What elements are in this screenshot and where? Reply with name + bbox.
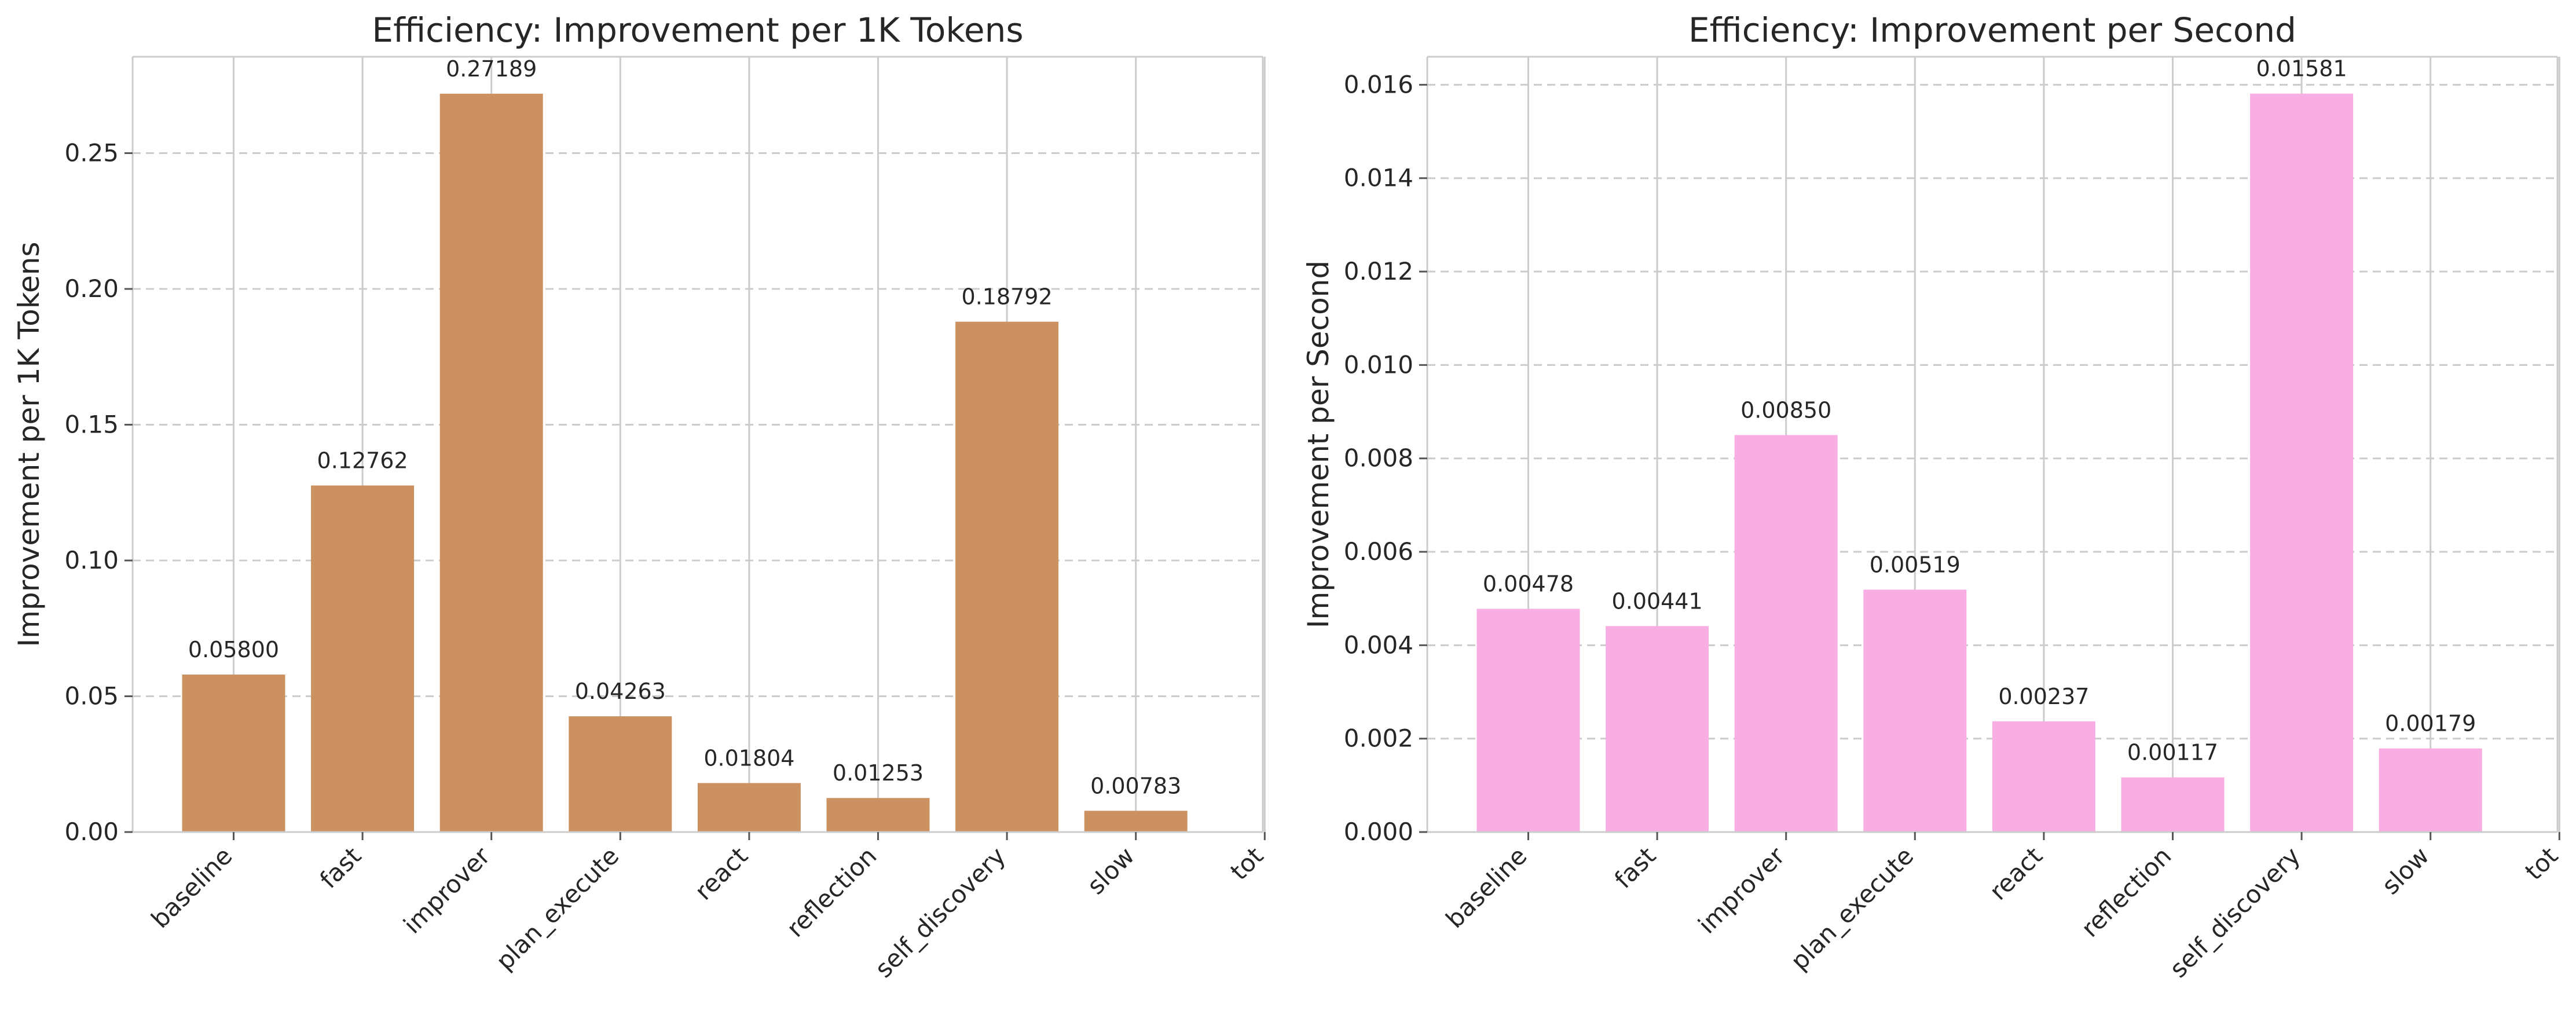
data-label-baseline: 0.00478 <box>1483 571 1574 596</box>
y-tick-label: 0.014 <box>1344 164 1413 192</box>
data-label-improver: 0.27189 <box>446 56 537 82</box>
data-label-baseline: 0.05800 <box>188 637 279 662</box>
x-tick-label-reflection: reflection <box>781 841 882 943</box>
x-tick-label-reflection: reflection <box>2076 841 2177 943</box>
data-label-reflection: 0.01253 <box>833 760 924 786</box>
x-tick-label-react: react <box>689 841 753 906</box>
y-tick-label: 0.002 <box>1344 724 1413 753</box>
y-tick-label: 0.000 <box>1344 818 1413 846</box>
x-tick-label-react: react <box>1984 841 2048 906</box>
x-tick-label-baseline: baseline <box>146 841 238 933</box>
chart-efficiency-per-1k-tokens: 0.05800 0.12762 0.27189 0.04263 0.01804 0.012… <box>12 10 1269 983</box>
data-label-plan_execute: 0.00519 <box>1870 552 1961 577</box>
y-tick-label: 0.05 <box>64 681 119 710</box>
y-axis-label: Improvement per 1K Tokens <box>12 242 46 647</box>
x-tick-label-improver: improver <box>398 841 496 939</box>
x-tick-label-fast: fast <box>1609 841 1661 893</box>
bar-plan_execute <box>569 716 672 832</box>
y-tick-label: 0.010 <box>1344 350 1413 379</box>
data-label-slow: 0.00783 <box>1090 773 1181 798</box>
y-tick-label: 0.012 <box>1344 257 1413 285</box>
bar-improver <box>439 93 543 832</box>
bar-reflection <box>826 798 930 832</box>
y-tick-label: 0.006 <box>1344 537 1413 566</box>
x-tick-label-slow: slow <box>2376 841 2435 900</box>
data-label-fast: 0.12762 <box>317 448 408 473</box>
bar-slow <box>2379 748 2482 832</box>
x-tick-label-improver: improver <box>1692 841 1790 939</box>
data-label-fast: 0.00441 <box>1612 588 1703 614</box>
x-tick-label-slow: slow <box>1082 841 1140 900</box>
data-label-slow: 0.00179 <box>2385 711 2476 736</box>
bar-improver <box>1734 435 1838 832</box>
y-axis-label: Improvement per Second <box>1302 261 1335 628</box>
bar-self_discovery <box>2250 93 2354 832</box>
x-tick-label-baseline: baseline <box>1441 841 1533 933</box>
bar-react <box>697 783 801 832</box>
y-tick-label: 0.016 <box>1344 70 1413 98</box>
x-tick-label-self_discovery: self_discovery <box>870 841 1012 983</box>
data-label-react: 0.01804 <box>703 745 794 771</box>
bar-self_discovery <box>955 321 1059 832</box>
y-tick-label: 0.15 <box>64 410 119 438</box>
bar-fast <box>311 485 415 832</box>
bar-slow <box>1084 811 1188 832</box>
x-tick-label-plan_execute: plan_execute <box>1785 841 1919 975</box>
chart-efficiency-per-second: 0.00478 0.00441 0.00850 0.00519 0.00237 0.001… <box>1302 10 2563 983</box>
data-label-plan_execute: 0.04263 <box>575 679 666 704</box>
bar-plan_execute <box>1863 589 1967 832</box>
x-tick-label-tot: tot <box>1225 841 1269 885</box>
bar-baseline <box>182 674 285 832</box>
y-tick-label: 0.25 <box>64 138 119 167</box>
bar-reflection <box>2121 777 2225 832</box>
data-label-reflection: 0.00117 <box>2127 740 2218 765</box>
chart-title: Efficiency: Improvement per Second <box>1688 10 2296 50</box>
x-tick-label-fast: fast <box>314 841 367 893</box>
data-label-react: 0.00237 <box>1998 684 2089 709</box>
chart-title: Efficiency: Improvement per 1K Tokens <box>372 10 1023 50</box>
data-label-improver: 0.00850 <box>1740 397 1831 423</box>
bar-baseline <box>1476 609 1580 832</box>
y-tick-label: 0.10 <box>64 546 119 574</box>
data-label-self_discovery: 0.01581 <box>2256 56 2347 82</box>
y-tick-label: 0.20 <box>64 274 119 303</box>
data-label-self_discovery: 0.18792 <box>962 284 1053 310</box>
x-tick-label-self_discovery: self_discovery <box>2164 841 2306 983</box>
y-tick-label: 0.008 <box>1344 444 1413 472</box>
y-tick-label: 0.00 <box>64 818 119 846</box>
bar-fast <box>1606 626 1709 832</box>
x-tick-label-tot: tot <box>2519 841 2563 885</box>
x-tick-label-plan_execute: plan_execute <box>490 841 624 975</box>
y-tick-label: 0.004 <box>1344 631 1413 659</box>
bar-react <box>1992 721 2095 832</box>
